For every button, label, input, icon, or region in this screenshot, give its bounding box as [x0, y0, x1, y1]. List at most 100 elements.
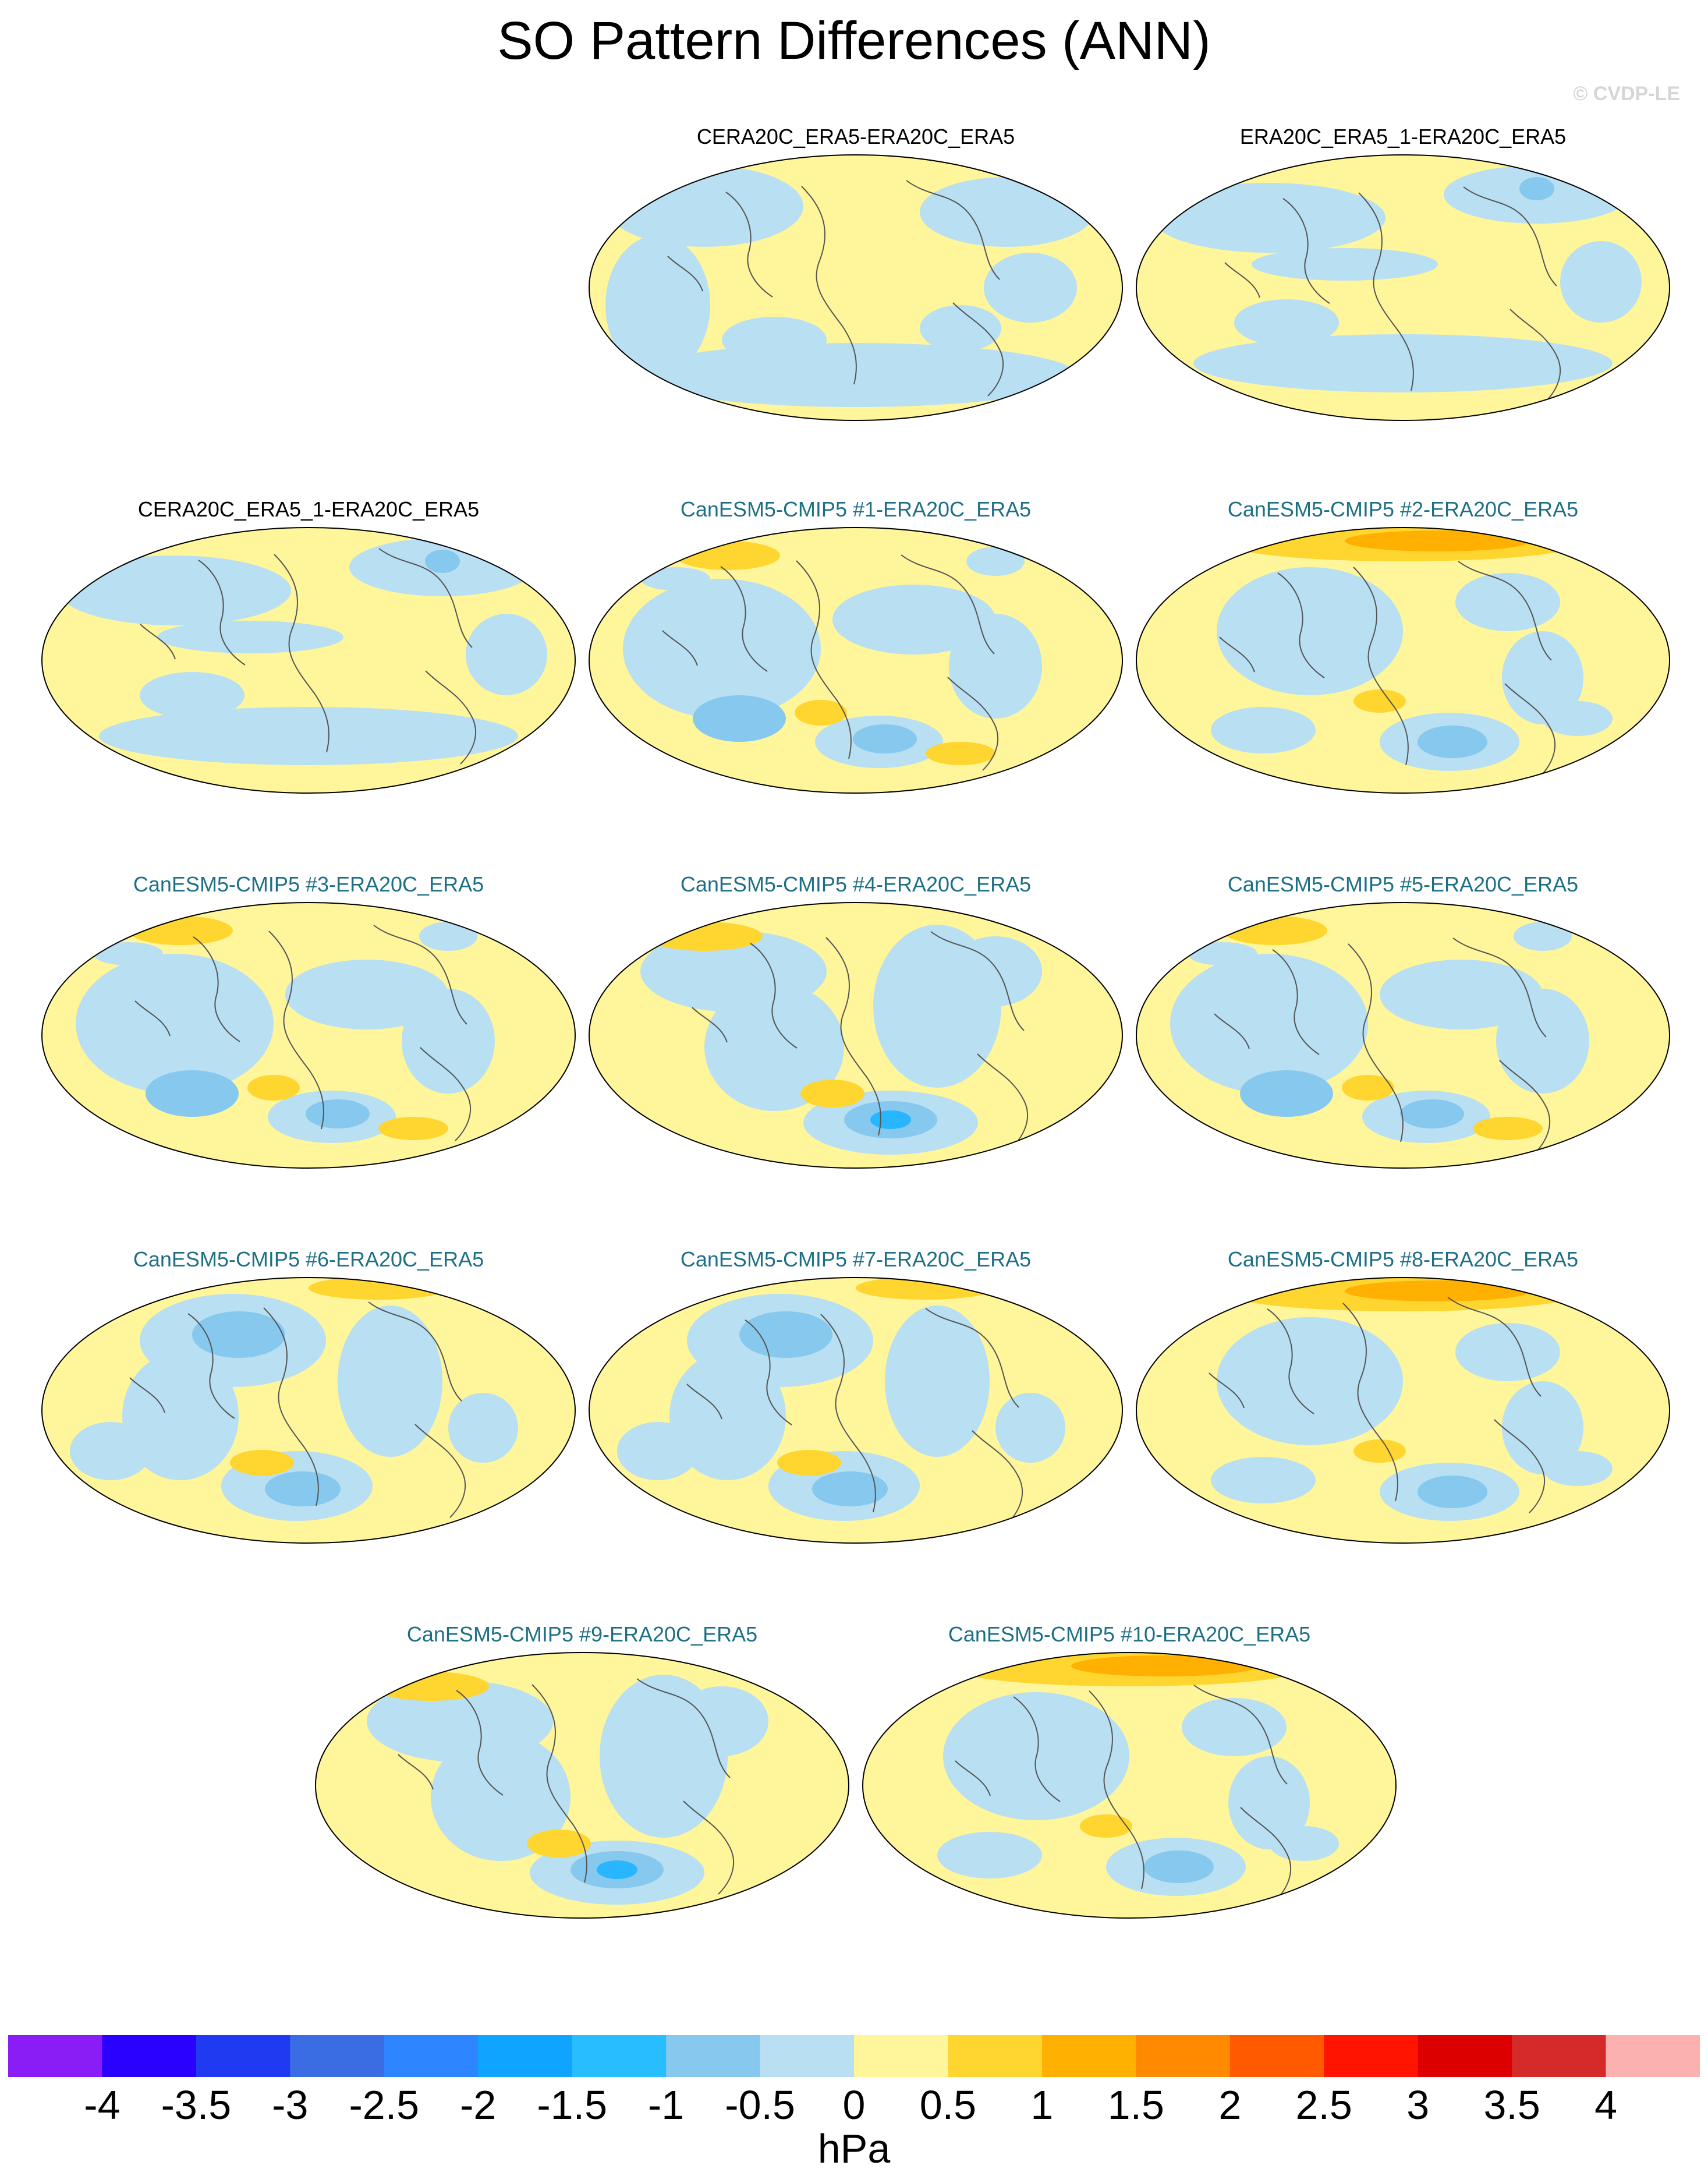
colorbar-tick: -1	[647, 2082, 685, 2128]
coastline	[373, 925, 467, 1025]
colorbar-tick: 0.5	[919, 2082, 977, 2128]
colorbar-box	[1229, 2035, 1324, 2077]
map-panel: CERA20C_ERA5-ERA20C_ERA5	[582, 121, 1129, 500]
map-plot	[1136, 902, 1670, 1169]
anomaly-contour	[1543, 1451, 1613, 1486]
anomaly-contour	[605, 165, 803, 247]
coastline	[1463, 186, 1557, 286]
map-border	[1136, 154, 1670, 421]
colorbar-box	[572, 2035, 667, 2077]
anomaly-contour	[285, 960, 448, 1029]
map-panel: CanESM5-CMIP5 #10-ERA20C_ERA5	[856, 1619, 1403, 1997]
anomaly-contour	[1188, 942, 1257, 965]
colorbar-box	[102, 2035, 197, 2077]
coastline	[1013, 1696, 1061, 1802]
coastline	[725, 192, 773, 298]
anomaly-contour	[146, 1070, 239, 1117]
panel-title: CanESM5-CMIP5 #8-ERA20C_ERA5	[1227, 1247, 1579, 1271]
map-plot	[41, 902, 576, 1169]
panel-title: CanESM5-CMIP5 #2-ERA20C_ERA5	[1227, 497, 1579, 521]
map-panel: CanESM5-CMIP5 #8-ERA20C_ERA5	[1129, 1244, 1677, 1622]
coastline	[368, 1301, 462, 1402]
anomaly-contour	[1182, 1698, 1287, 1756]
map-panel: ERA20C_ERA5_1-ERA20C_ERA5	[1129, 121, 1677, 500]
anomaly-contour	[1217, 567, 1403, 695]
panel-title: CanESM5-CMIP5 #10-ERA20C_ERA5	[948, 1622, 1311, 1646]
anomaly-contour	[739, 1311, 832, 1358]
anomaly-contour	[1455, 1323, 1560, 1381]
map-border	[315, 1652, 849, 1919]
coastline	[378, 548, 473, 648]
colorbar-tick: -3.5	[161, 2082, 232, 2128]
colorbar-tick: 4	[1594, 2082, 1618, 2128]
anomaly-contour	[58, 556, 291, 625]
anomaly-contour	[1543, 701, 1613, 736]
anomaly-contour	[853, 724, 917, 753]
coastline	[1214, 1013, 1250, 1049]
colorbar-units: hPa	[817, 2126, 891, 2171]
colorbar-tick: 3	[1406, 2082, 1430, 2128]
map-plot	[1136, 154, 1670, 421]
anomaly-contour	[1418, 726, 1487, 758]
anomaly-contour	[1170, 954, 1368, 1094]
panel-title: CanESM5-CMIP5 #3-ERA20C_ERA5	[133, 872, 484, 896]
map-panel: CanESM5-CMIP5 #5-ERA20C_ERA5	[1129, 869, 1677, 1247]
map-plot	[589, 902, 1123, 1169]
anomaly-contour	[1345, 1280, 1531, 1301]
colorbar-tick: 3.5	[1483, 2082, 1540, 2128]
anomaly-contour	[192, 1311, 285, 1358]
anomaly-contour	[1560, 241, 1642, 323]
anomaly-contour	[800, 1080, 864, 1108]
coastline	[1353, 567, 1409, 766]
colorbar-box	[666, 2035, 761, 2077]
anomaly-contour	[1269, 1826, 1339, 1861]
coastline	[1209, 1372, 1245, 1409]
coastline	[193, 936, 240, 1042]
coastline	[268, 930, 324, 1130]
coastline	[930, 931, 1025, 1031]
anomaly-contour	[70, 1422, 151, 1480]
anomaly-contour	[1211, 707, 1316, 753]
anomaly-contour	[338, 1305, 442, 1457]
colorbar-box	[384, 2035, 479, 2077]
coastline	[134, 1000, 171, 1036]
coastline	[1342, 1303, 1398, 1502]
anomaly-contour	[466, 614, 547, 695]
coastline	[1277, 572, 1325, 678]
coastline	[140, 624, 176, 660]
anomaly-contour	[1496, 989, 1589, 1094]
anomaly-contour	[617, 1422, 699, 1480]
anomaly-contour	[949, 936, 1042, 1006]
coastline	[952, 302, 1004, 397]
anomaly-contour	[1519, 177, 1554, 200]
anomaly-contour	[1455, 573, 1560, 631]
map-border	[589, 527, 1123, 794]
anomaly-contour	[1353, 689, 1406, 713]
map-panel: CanESM5-CMIP5 #6-ERA20C_ERA5	[35, 1244, 582, 1622]
anomaly-contour	[230, 1450, 294, 1476]
coastline	[456, 1690, 504, 1796]
coastline	[1447, 1297, 1542, 1397]
map-panel: CanESM5-CMIP5 #3-ERA20C_ERA5	[35, 869, 582, 1247]
coastline	[820, 1314, 876, 1513]
anomaly-contour	[984, 253, 1077, 323]
anomaly-contour	[99, 707, 518, 765]
map-border	[1136, 527, 1670, 794]
coastline	[947, 677, 999, 771]
anomaly-contour	[1217, 1317, 1403, 1445]
colorbar	[8, 2035, 1700, 2077]
anomaly-contour	[1252, 248, 1438, 281]
colorbar-tick: 0	[842, 2082, 866, 2128]
coastline	[274, 554, 329, 753]
map-border	[589, 902, 1123, 1169]
colorbar-tick: 2.5	[1295, 2082, 1352, 2128]
coastline	[198, 560, 246, 666]
anomaly-contour	[832, 585, 995, 654]
coastline	[129, 1377, 165, 1413]
anomaly-contour	[378, 1117, 448, 1140]
coastline	[398, 1754, 434, 1790]
anomaly-contour	[1400, 1099, 1464, 1128]
coastline	[925, 1308, 1019, 1408]
anomaly-contour	[1240, 1070, 1333, 1117]
anomaly-contour	[448, 1393, 518, 1463]
